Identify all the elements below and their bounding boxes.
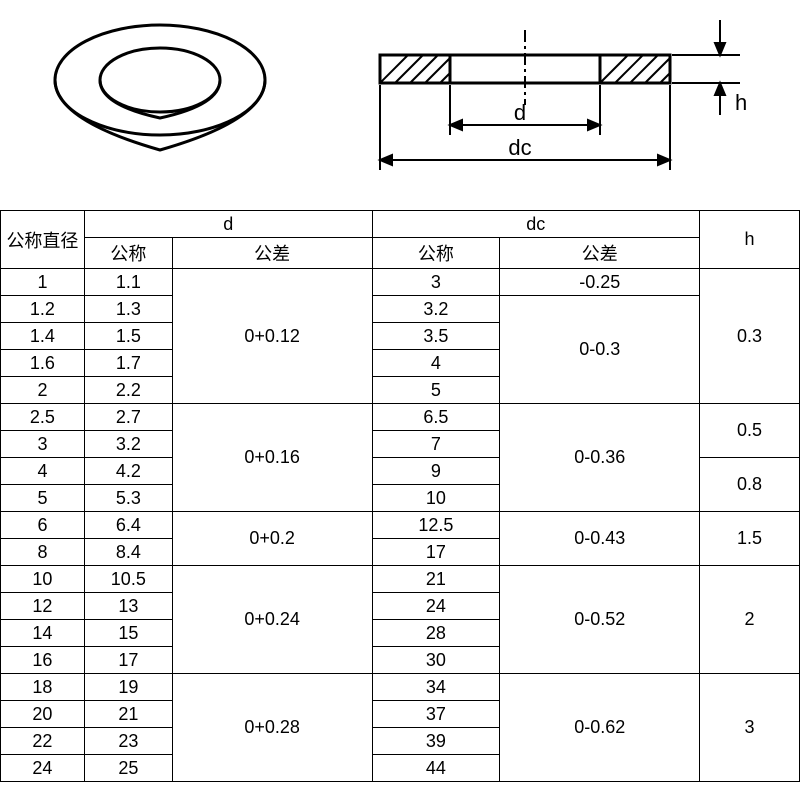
header-nominal-dia: 公称直径 [1, 211, 85, 269]
cell-dc-nom: 7 [372, 431, 500, 458]
cell-dia: 8 [1, 539, 85, 566]
cell-d-nom: 2.7 [84, 404, 172, 431]
cell-d-nom: 1.7 [84, 350, 172, 377]
cell-dc-nom: 30 [372, 647, 500, 674]
cell-d-tol: 0+0.12 [172, 269, 372, 404]
cell-dia: 2 [1, 377, 85, 404]
table-row: 11.10+0.123-0.250.3 [1, 269, 800, 296]
cell-dc-tol: 0-0.62 [500, 674, 700, 782]
cell-d-nom: 4.2 [84, 458, 172, 485]
cell-dc-nom: 3 [372, 269, 500, 296]
cell-dc-nom: 21 [372, 566, 500, 593]
cell-dc-nom: 17 [372, 539, 500, 566]
header-d: d [84, 211, 372, 238]
cell-dia: 4 [1, 458, 85, 485]
cell-dc-nom: 3.5 [372, 323, 500, 350]
cell-h: 1.5 [700, 512, 800, 566]
cell-dia: 12 [1, 593, 85, 620]
table-row: 1010.50+0.24210-0.522 [1, 566, 800, 593]
cell-dia: 5 [1, 485, 85, 512]
cell-d-tol: 0+0.24 [172, 566, 372, 674]
cell-dia: 18 [1, 674, 85, 701]
cell-d-nom: 19 [84, 674, 172, 701]
cell-dc-nom: 12.5 [372, 512, 500, 539]
cell-d-nom: 3.2 [84, 431, 172, 458]
cell-dc-nom: 10 [372, 485, 500, 512]
cell-dia: 1.6 [1, 350, 85, 377]
header-dc-nominal: 公称 [372, 238, 500, 269]
cell-dc-nom: 4 [372, 350, 500, 377]
label-d: d [514, 100, 526, 125]
cell-dia: 6 [1, 512, 85, 539]
cell-dia: 24 [1, 755, 85, 782]
spec-table: 公称直径 d dc h 公称 公差 公称 公差 11.10+0.123-0.25… [0, 210, 800, 782]
cell-d-nom: 23 [84, 728, 172, 755]
cell-d-nom: 25 [84, 755, 172, 782]
cell-dc-nom: 37 [372, 701, 500, 728]
table-row: 18190+0.28340-0.623 [1, 674, 800, 701]
cell-d-tol: 0+0.28 [172, 674, 372, 782]
cell-dc-nom: 34 [372, 674, 500, 701]
cell-d-nom: 8.4 [84, 539, 172, 566]
cell-dc-nom: 9 [372, 458, 500, 485]
cell-d-nom: 5.3 [84, 485, 172, 512]
cell-dc-nom: 39 [372, 728, 500, 755]
cell-dc-tol: 0-0.3 [500, 296, 700, 404]
cell-d-nom: 1.5 [84, 323, 172, 350]
cell-dc-nom: 6.5 [372, 404, 500, 431]
cell-dia: 22 [1, 728, 85, 755]
label-h: h [735, 90, 747, 115]
table-row: 2.52.70+0.166.50-0.360.5 [1, 404, 800, 431]
cell-d-nom: 1.3 [84, 296, 172, 323]
cell-dc-tol: 0-0.52 [500, 566, 700, 674]
header-h: h [700, 211, 800, 269]
cell-dia: 3 [1, 431, 85, 458]
cell-d-nom: 13 [84, 593, 172, 620]
cell-h: 0.3 [700, 269, 800, 404]
cell-dc-tol: 0-0.43 [500, 512, 700, 566]
cell-h: 0.5 [700, 404, 800, 458]
cell-dc-tol: -0.25 [500, 269, 700, 296]
cell-dia: 16 [1, 647, 85, 674]
table-row: 1.21.33.20-0.3 [1, 296, 800, 323]
cell-h: 0.8 [700, 458, 800, 512]
header-dc: dc [372, 211, 700, 238]
cell-dia: 20 [1, 701, 85, 728]
cell-d-nom: 21 [84, 701, 172, 728]
cell-d-nom: 15 [84, 620, 172, 647]
cell-d-nom: 2.2 [84, 377, 172, 404]
cell-d-nom: 6.4 [84, 512, 172, 539]
header-dc-tolerance: 公差 [500, 238, 700, 269]
cell-dc-nom: 3.2 [372, 296, 500, 323]
cell-dc-nom: 28 [372, 620, 500, 647]
cell-dia: 1 [1, 269, 85, 296]
table-row: 66.40+0.212.50-0.431.5 [1, 512, 800, 539]
cell-dc-tol: 0-0.36 [500, 404, 700, 512]
header-d-tolerance: 公差 [172, 238, 372, 269]
cell-dc-nom: 24 [372, 593, 500, 620]
cell-d-tol: 0+0.2 [172, 512, 372, 566]
cell-h: 2 [700, 566, 800, 674]
technical-drawing: d dc h [0, 0, 800, 210]
cell-d-nom: 10.5 [84, 566, 172, 593]
header-d-nominal: 公称 [84, 238, 172, 269]
cell-d-tol: 0+0.16 [172, 404, 372, 512]
cell-d-nom: 17 [84, 647, 172, 674]
cell-dia: 10 [1, 566, 85, 593]
cell-d-nom: 1.1 [84, 269, 172, 296]
cell-dia: 2.5 [1, 404, 85, 431]
cell-dia: 14 [1, 620, 85, 647]
cell-dc-nom: 44 [372, 755, 500, 782]
cell-dia: 1.2 [1, 296, 85, 323]
label-dc: dc [508, 135, 531, 160]
cell-h: 3 [700, 674, 800, 782]
cell-dia: 1.4 [1, 323, 85, 350]
cell-dc-nom: 5 [372, 377, 500, 404]
